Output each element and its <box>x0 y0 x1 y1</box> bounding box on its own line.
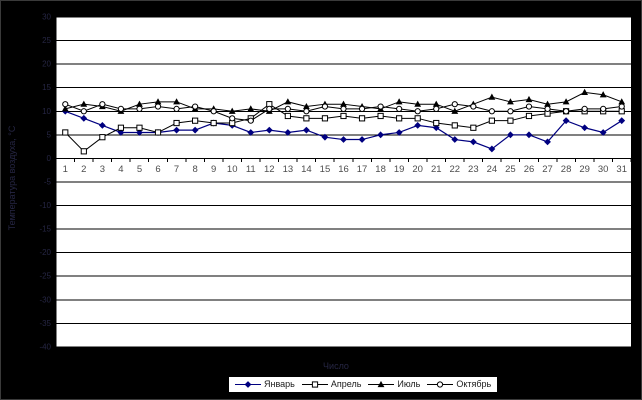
x-tick-label: 14 <box>301 164 312 175</box>
x-tick-label: 31 <box>616 164 627 175</box>
y-tick-label: 15 <box>42 83 51 92</box>
legend-item-april: Апрель <box>301 379 362 389</box>
january-diamond-marker-icon <box>235 381 261 388</box>
y-tick-label: 10 <box>42 107 51 116</box>
x-tick-labels: 1 2 3 4 5 6 7 8 9 10 11 12 13 14 15 16 17 18 19 20 21 22 23 24 2… <box>63 164 627 175</box>
x-tick-label: 2 <box>81 164 86 175</box>
x-tick-label: 4 <box>118 164 123 175</box>
x-tick-label: 3 <box>100 164 105 175</box>
legend-label-october: Октябрь <box>456 379 492 389</box>
x-tick-label: 27 <box>542 164 553 175</box>
y-tick-labels: 30 25 20 15 10 5 0 -5 -10 -15 -20 -25 -30 -35 -40 <box>39 13 51 352</box>
x-tick-label: 16 <box>338 164 349 175</box>
x-tick-label: 18 <box>375 164 386 175</box>
y-tick-label: -30 <box>39 295 51 304</box>
legend-item-january: Январь <box>235 380 295 389</box>
series-october <box>62 101 625 124</box>
x-axis-title: Число <box>323 361 349 371</box>
x-tick-label: 9 <box>211 164 216 175</box>
july-triangle-marker-icon <box>368 380 395 388</box>
x-tick-label: 1 <box>63 164 68 175</box>
x-tick-label: 26 <box>524 164 535 175</box>
x-tick-label: 29 <box>579 164 590 175</box>
y-tick-label: 30 <box>42 13 51 22</box>
x-tick-label: 10 <box>227 164 238 175</box>
x-axis-ticks <box>55 158 632 162</box>
x-tick-label: 15 <box>320 164 331 175</box>
y-tick-label: -20 <box>39 248 51 257</box>
y-tick-label: 5 <box>47 130 52 139</box>
y-tick-label: -35 <box>39 319 51 328</box>
october-circle-marker-icon <box>427 381 454 388</box>
x-tick-label: 5 <box>137 164 142 175</box>
y-tick-label: -10 <box>39 201 51 210</box>
y-tick-label: -15 <box>39 225 51 234</box>
april-square-marker-icon <box>301 381 328 388</box>
x-tick-label: 28 <box>561 164 572 175</box>
legend-label-july: Июль <box>397 379 421 389</box>
x-tick-label: 19 <box>394 164 405 175</box>
legend-label-april: Апрель <box>330 379 362 389</box>
x-tick-label: 7 <box>174 164 179 175</box>
x-tick-label: 8 <box>192 164 197 175</box>
x-tick-label: 23 <box>468 164 479 175</box>
y-axis-title: Температура воздуха, °С <box>7 125 17 231</box>
x-tick-label: 12 <box>264 164 275 175</box>
y-tick-label: -5 <box>44 177 52 186</box>
x-tick-label: 20 <box>412 164 423 175</box>
legend-item-july: Июль <box>368 380 420 389</box>
x-tick-label: 30 <box>598 164 609 175</box>
x-tick-label: 6 <box>155 164 160 175</box>
y-tick-label: 20 <box>42 60 51 69</box>
legend: Январь Апрель Июль Октябрь <box>228 376 499 393</box>
y-tick-label: -40 <box>39 342 51 351</box>
legend-label-january: Январь <box>264 379 295 389</box>
x-tick-label: 17 <box>357 164 368 175</box>
y-tick-label: 25 <box>42 36 51 45</box>
x-tick-label: 21 <box>431 164 442 175</box>
x-tick-label: 25 <box>505 164 516 175</box>
x-tick-label: 24 <box>487 164 498 175</box>
y-tick-label: -25 <box>39 272 51 281</box>
gridlines <box>56 16 631 348</box>
y-tick-label: 0 <box>47 154 52 163</box>
x-tick-label: 11 <box>246 164 256 175</box>
x-tick-label: 22 <box>450 164 461 175</box>
legend-item-october: Октябрь <box>427 380 491 389</box>
x-tick-label: 13 <box>283 164 294 175</box>
